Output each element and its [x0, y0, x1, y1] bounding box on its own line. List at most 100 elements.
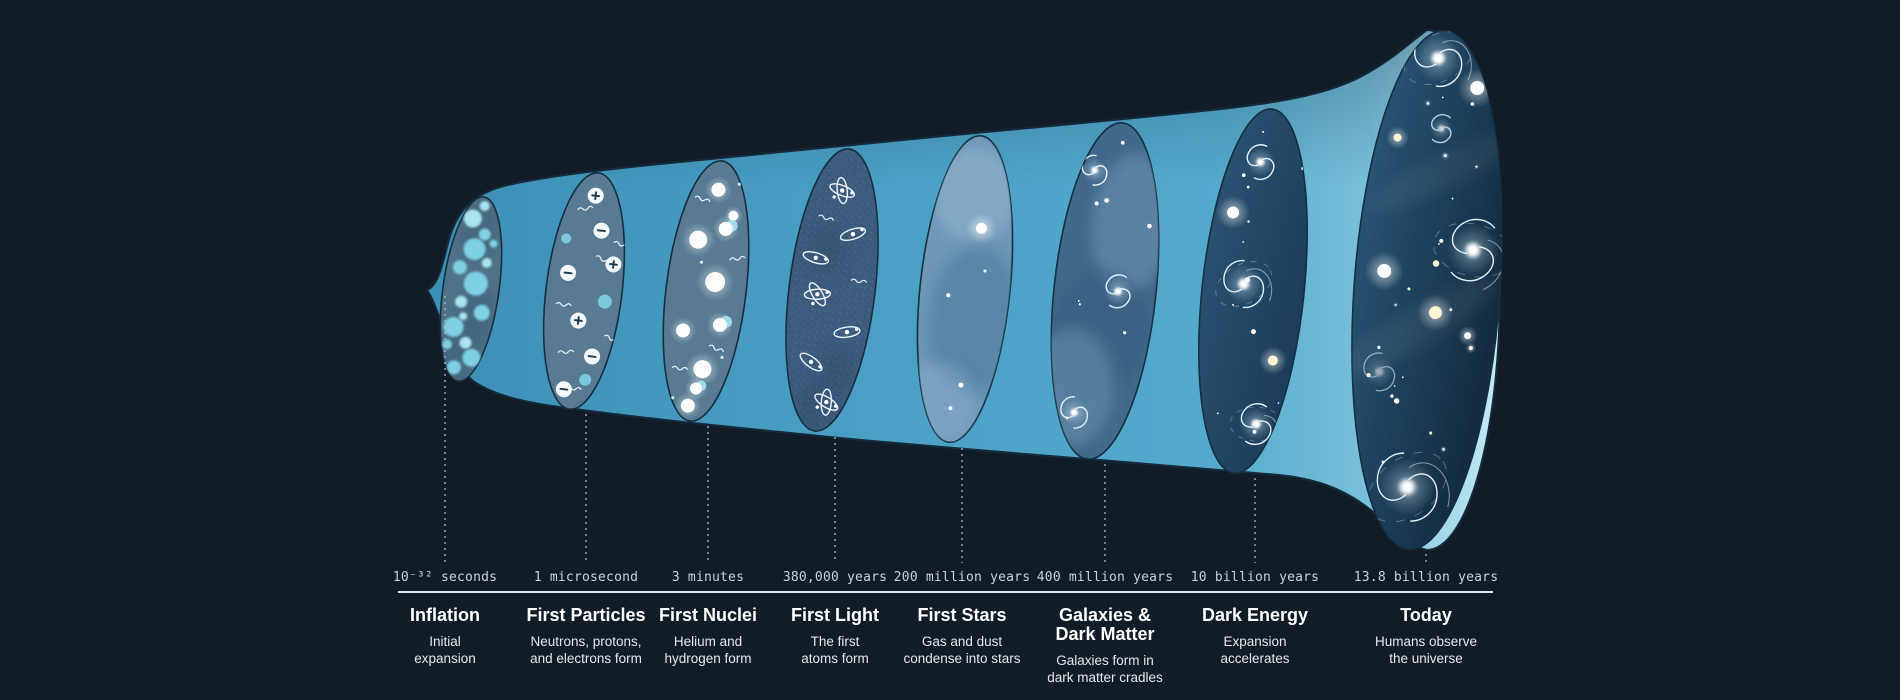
star-icon	[1442, 448, 1445, 451]
epoch-description: Neutrons, protons, and electrons form	[530, 634, 642, 666]
atom-icon	[814, 388, 839, 416]
quark-dot-icon	[579, 373, 592, 386]
epoch-description: Initial expansion	[414, 634, 476, 666]
star-icon	[1443, 154, 1447, 158]
star-icon	[1120, 140, 1125, 145]
time-label: 200 million years	[893, 570, 1031, 585]
quantum-fluctuation-blob	[443, 316, 464, 337]
quantum-fluctuation-blob	[452, 260, 467, 275]
timeline-leader-lines	[444, 296, 1427, 563]
timeline-column-first-stars: 200 million years First Stars Gas and du…	[887, 570, 1037, 667]
quantum-fluctuation-blob	[481, 257, 492, 268]
star-icon	[1451, 197, 1454, 200]
star-icon	[1277, 402, 1280, 404]
star-icon	[1401, 376, 1404, 379]
time-label: 10 billion years	[1190, 570, 1320, 585]
star-icon	[1475, 165, 1478, 168]
epoch-title: First Light	[791, 605, 879, 625]
time-label: 10⁻³² seconds	[392, 570, 498, 585]
time-label: 380,000 years	[782, 570, 888, 585]
star-icon	[1381, 460, 1384, 463]
photon-squiggle-icon	[850, 278, 867, 284]
star-icon	[1470, 102, 1475, 106]
time-label: 13.8 billion years	[1353, 570, 1499, 585]
star-icon	[1438, 243, 1440, 245]
galaxy-icon	[1104, 274, 1132, 309]
epoch-title: First Stars	[917, 605, 1007, 625]
epoch-description: Helium and hydrogen form	[664, 634, 752, 666]
epoch-description: The first atoms form	[801, 634, 869, 666]
star-icon	[1247, 220, 1250, 223]
atom-icon	[799, 352, 823, 372]
star-icon	[1250, 329, 1256, 335]
proton-icon	[605, 256, 622, 273]
star-icon	[1439, 238, 1444, 243]
epoch-description: Expansion accelerates	[1220, 634, 1290, 666]
quantum-fluctuation-blob	[442, 339, 453, 350]
quantum-fluctuation-blob	[462, 348, 481, 367]
star-icon	[946, 293, 951, 298]
star-icon	[1393, 133, 1402, 142]
galaxy-icon	[1367, 451, 1450, 523]
star-icon	[958, 382, 964, 388]
star-icon	[1429, 431, 1433, 435]
star-icon	[1393, 398, 1400, 404]
timeline-column-inflation: 10⁻³² seconds Inflation Initial expansio…	[370, 570, 520, 667]
epoch-title: Galaxies & Dark Matter	[1055, 605, 1155, 644]
star-icon	[975, 222, 987, 234]
photon-squiggle-icon	[671, 365, 688, 371]
star-icon	[1246, 185, 1250, 189]
star-icon	[1078, 303, 1081, 306]
cross-section-today	[1336, 29, 1518, 551]
star-icon	[948, 406, 953, 411]
quantum-fluctuation-blob	[489, 239, 498, 248]
epoch-title: Today	[1400, 605, 1452, 625]
star-icon	[1468, 346, 1473, 351]
star-icon	[1242, 241, 1245, 243]
timeline-column-first-particles: 1 microsecond First Particles Neutrons, …	[511, 570, 661, 667]
star-icon	[1262, 130, 1265, 133]
epoch-description: Humans observe the universe	[1374, 634, 1478, 666]
star-icon	[1077, 300, 1080, 302]
electron-icon	[584, 348, 601, 365]
star-icon	[1377, 345, 1381, 350]
star-icon	[1428, 306, 1442, 320]
photon-squiggle-icon	[818, 214, 834, 221]
quantum-fluctuation-blob	[455, 295, 468, 308]
quantum-fluctuation-blob	[459, 336, 472, 349]
atom-icon	[803, 282, 832, 307]
star-icon	[1232, 303, 1234, 306]
atom-icon	[802, 250, 830, 265]
quantum-fluctuation-blob	[479, 201, 490, 212]
time-label: 400 million years	[1036, 570, 1174, 585]
star-icon	[1065, 416, 1069, 420]
cross-section-dark-energy	[1197, 108, 1309, 474]
timeline-column-galaxies-dark-matter: 400 million years Galaxies & Dark Matter…	[1030, 570, 1180, 686]
epoch-title: First Particles	[526, 605, 646, 625]
star-icon	[1123, 331, 1127, 335]
time-label: 1 microsecond	[533, 570, 639, 585]
star-icon	[1267, 355, 1278, 366]
electron-icon	[560, 264, 577, 281]
star-icon	[983, 269, 987, 273]
star-icon	[1449, 308, 1453, 312]
nucleus-icon	[696, 263, 735, 302]
star-icon	[1441, 96, 1444, 99]
star-icon	[1426, 102, 1430, 105]
cross-section-first-stars	[904, 134, 1021, 447]
epoch-title: Dark Energy	[1201, 605, 1309, 625]
photon-squiggle-icon	[708, 344, 724, 353]
star-icon	[1104, 198, 1110, 203]
epoch-description: Galaxies form in dark matter cradles	[1047, 653, 1163, 685]
galaxy-icon	[1246, 144, 1275, 181]
star-icon	[1241, 173, 1246, 178]
timeline-axis-line	[398, 591, 1493, 593]
galaxy-icon	[1429, 114, 1453, 144]
nucleus-icon	[706, 311, 734, 339]
atom-icon	[833, 326, 861, 339]
quantum-fluctuation-blob	[446, 360, 461, 375]
photon-squiggle-icon	[694, 195, 711, 202]
star-icon	[1245, 277, 1251, 283]
quantum-fluctuation-blob	[478, 228, 491, 241]
